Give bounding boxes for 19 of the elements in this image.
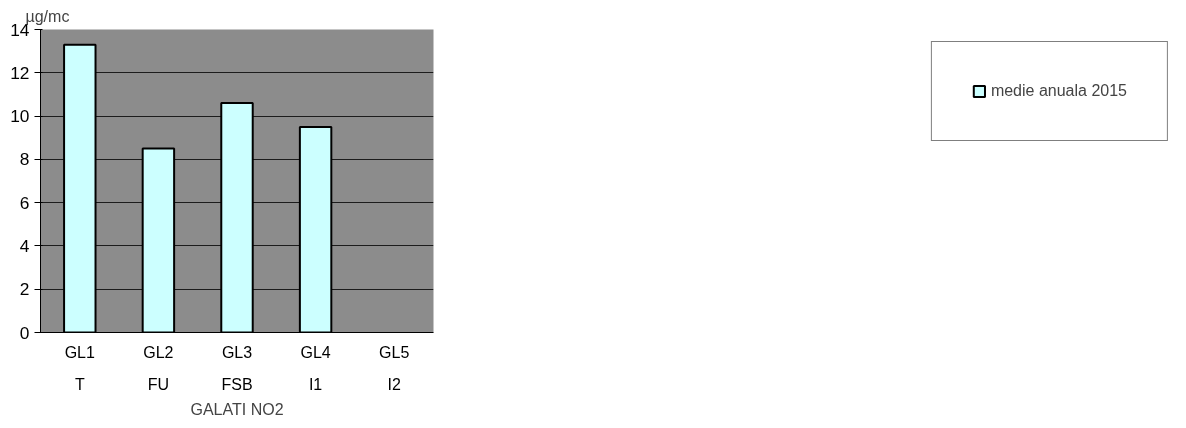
text: T [74,375,85,393]
y-tick-label: 12 [10,62,30,83]
text: I1 [308,375,323,393]
x-tick-label: GL3 [221,343,253,361]
text: FU [147,375,170,393]
x-tick-label: GL2 [143,343,174,361]
y-tick-label: 4 [19,235,30,256]
text: FSB [221,375,253,393]
x-tick-label: GL1 [64,343,96,361]
text: I2 [387,375,401,393]
y-tick-label: 2 [19,279,30,300]
legend-label: medie anuala 2015 [990,82,1127,100]
y-tick-label: 8 [19,149,30,170]
x-tick-label: GL4 [300,343,331,361]
x-axis-title: GALATI NO2 [190,400,284,418]
y-tick-label: 0 [19,322,30,343]
y-tick-label: 10 [10,106,30,127]
x-tick-label: GL5 [379,343,410,361]
y-tick-label: 6 [19,192,30,213]
